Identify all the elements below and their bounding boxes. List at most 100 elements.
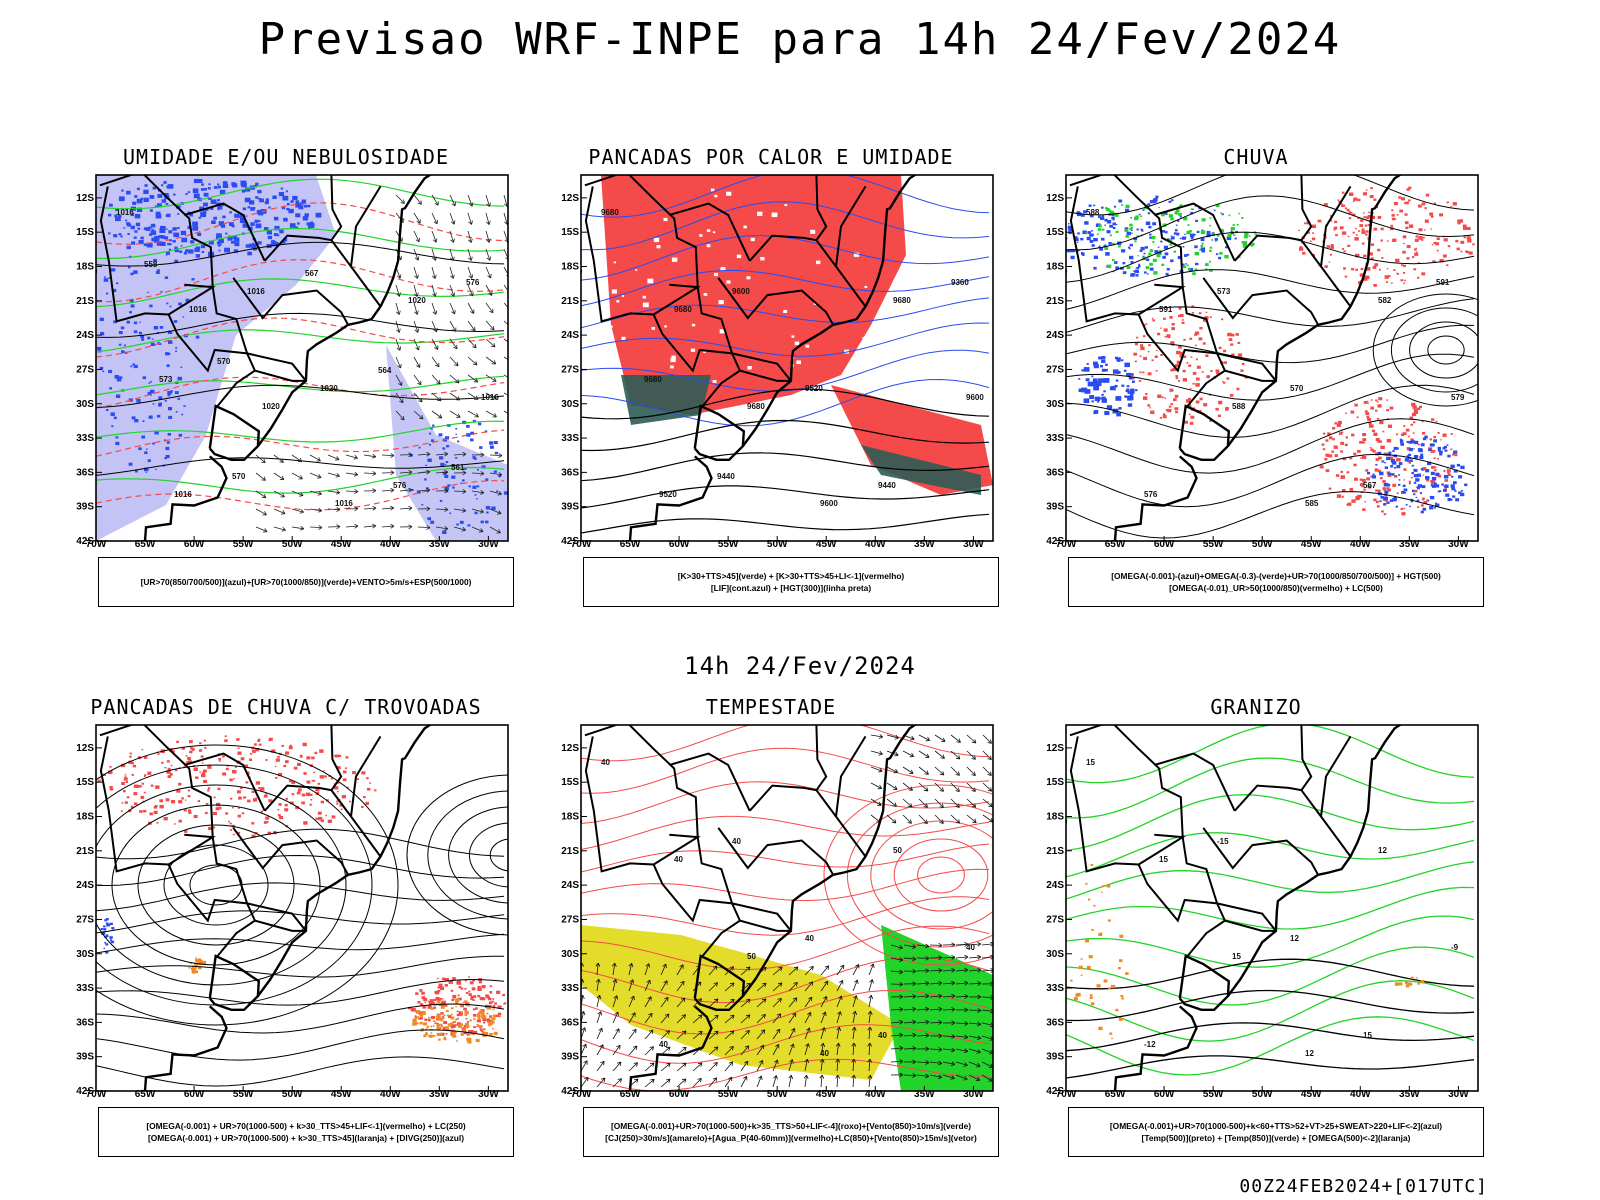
coastline-layer — [96, 725, 433, 1091]
caption-line-1: [K>30+TTS>45](verde) + [K>30+TTS>45+LI<-… — [677, 571, 905, 581]
border-line — [1202, 277, 1319, 326]
lat-tick-label: 33S — [76, 983, 94, 994]
map-layer: 9680 9680 9680 9600 9680 9600 9520 9600 9520 9440… — [580, 174, 994, 542]
coastline — [1226, 725, 1403, 997]
lat-tick-label: 36S — [76, 467, 94, 478]
border-line — [350, 185, 382, 267]
panel-pancadas-calor: PANCADAS POR CALOR E UMIDADE 9680 9680 968… — [541, 145, 1001, 625]
contour-label: 1020 — [408, 296, 426, 305]
lon-tick-label: 70W — [571, 1089, 592, 1100]
lon-tick-label: 45W — [1301, 1089, 1322, 1100]
coastline — [693, 404, 746, 461]
contour-label: 15 — [1086, 758, 1095, 767]
lon-tick-label: 50W — [767, 539, 788, 550]
contour-label: 591 — [1436, 278, 1450, 287]
lat-tick-label: 30S — [76, 399, 94, 410]
border-line — [1320, 735, 1352, 817]
caption-line-1: [OMEGA(-0.001)+UR>70(1000-500)+k<60+TTS>… — [1109, 1121, 1443, 1131]
border-line — [1154, 752, 1236, 812]
map-pancadas-calor: 9680 9680 9680 9600 9680 9600 9520 9600 9520 9440… — [561, 174, 1001, 550]
coastline — [208, 954, 261, 1011]
contour-label: 12 — [1290, 934, 1299, 943]
border-line — [1216, 902, 1277, 932]
lat-tick-label: 24S — [1046, 330, 1064, 341]
lon-tick-label: 40W — [380, 539, 401, 550]
caption-line-1: [UR>70(850/700/500)](azul)+[UR>70(1000/8… — [140, 577, 472, 587]
contour-label: 1016 — [481, 393, 499, 402]
lat-tick-label: 15S — [76, 227, 94, 238]
border-line — [246, 902, 307, 932]
field-layer: 15 15 15 12 12 -9 -12 -15 12 15 — [1066, 725, 1475, 1079]
coastline — [741, 725, 918, 997]
border-line — [232, 827, 349, 876]
contour-label: 40 — [659, 1040, 668, 1049]
contour-label: 15 — [1363, 1031, 1372, 1040]
lat-axis: 12S 15S 18S 21S 24S 27S 30S 33S 36S 39S 42S — [76, 193, 102, 547]
lat-axis: 12S 15S 18S 21S 24S 27S 30S 33S 36S 39S 42S — [561, 743, 587, 1097]
panel-title: CHUVA — [1223, 145, 1289, 169]
contour-label: 9520 — [659, 490, 677, 499]
lat-tick-label: 27S — [1046, 364, 1064, 375]
border-line — [263, 234, 382, 308]
contour-label: 1016 — [335, 499, 353, 508]
lon-tick-label: 30W — [1448, 1089, 1469, 1100]
contour-label: 12 — [1378, 846, 1387, 855]
coastline — [143, 455, 228, 541]
lat-tick-label: 33S — [561, 433, 579, 444]
lon-tick-label: 70W — [86, 539, 107, 550]
lat-tick-label: 33S — [561, 983, 579, 994]
lon-tick-label: 65W — [135, 1089, 156, 1100]
panel-granizo: GRANIZO 15 15 15 12 12 -9 -12 -15 12 15 12S 15S 18S 2… — [1026, 695, 1486, 1175]
lat-tick-label: 30S — [1046, 399, 1064, 410]
lon-tick-label: 50W — [1252, 539, 1273, 550]
lon-tick-label: 40W — [1350, 539, 1371, 550]
map-layer: 1016 1016 1020 1016 1020 1016 1016 1016 1020 576 5… — [95, 174, 509, 542]
border-line — [835, 185, 867, 267]
lon-tick-label: 65W — [135, 539, 156, 550]
border-line — [99, 736, 248, 923]
lat-tick-label: 12S — [76, 743, 94, 754]
contour-label: 9680 — [747, 402, 765, 411]
lat-tick-label: 39S — [561, 502, 579, 513]
caption-line-1: [OMEGA(-0.001)-(azul)+OMEGA(-0.3)-(verde… — [1111, 571, 1441, 581]
contour-label: 40 — [732, 837, 741, 846]
map-layer: 15 15 15 12 12 -9 -12 -15 12 15 — [1065, 724, 1479, 1092]
border-line — [1069, 725, 1227, 957]
lat-tick-label: 39S — [76, 502, 94, 513]
map-frame — [1065, 724, 1479, 1092]
lon-tick-label: 35W — [1399, 539, 1420, 550]
border-line — [1233, 234, 1352, 308]
border-line — [717, 277, 834, 326]
map-frame — [580, 724, 994, 1092]
contour-label: 570 — [1290, 384, 1304, 393]
lon-tick-label: 45W — [816, 539, 837, 550]
main-title: Previsao WRF-INPE para 14h 24/Fev/2024 — [258, 14, 1342, 65]
lon-tick-label: 50W — [282, 539, 303, 550]
border-line — [254, 369, 306, 382]
map-svg: 58859158858558257957657357056759112S15S1… — [1046, 174, 1479, 550]
lat-tick-label: 21S — [561, 846, 579, 857]
lat-tick-label: 27S — [76, 914, 94, 925]
lon-axis: 70W 65W 60W 55W 50W 45W 40W 35W 30W — [1056, 1086, 1469, 1100]
coastline — [1113, 1005, 1198, 1091]
border-line — [232, 277, 349, 326]
lat-tick-label: 18S — [1046, 812, 1064, 823]
lon-tick-label: 60W — [669, 1089, 690, 1100]
lat-tick-label: 42S — [76, 536, 94, 547]
border-line — [739, 919, 791, 932]
coastline — [741, 175, 918, 447]
field-layer: 588 591 588 585 582 579 576 573 570 567 591 — [1066, 175, 1478, 539]
contour-label: 576 — [393, 481, 407, 490]
lon-tick-label: 30W — [478, 1089, 499, 1100]
panel-title: PANCADAS POR CALOR E UMIDADE — [588, 145, 954, 169]
lon-tick-label: 55W — [233, 539, 254, 550]
map-svg: 40 40 50 40 50 40 40 40 40 40 12S 15S 18S 21S 24S 27S 30… — [561, 724, 994, 1100]
lat-tick-label: 15S — [561, 227, 579, 238]
coastline — [143, 1005, 228, 1091]
contour-label: 588 — [1232, 402, 1246, 411]
lat-axis: 12S 15S 18S 21S 24S 27S 30S 33S 36S 39S 42S — [1046, 743, 1072, 1097]
lon-tick-label: 35W — [914, 539, 935, 550]
lat-tick-label: 18S — [1046, 262, 1064, 273]
lon-tick-label: 40W — [865, 539, 886, 550]
lat-tick-label: 39S — [1046, 1052, 1064, 1063]
